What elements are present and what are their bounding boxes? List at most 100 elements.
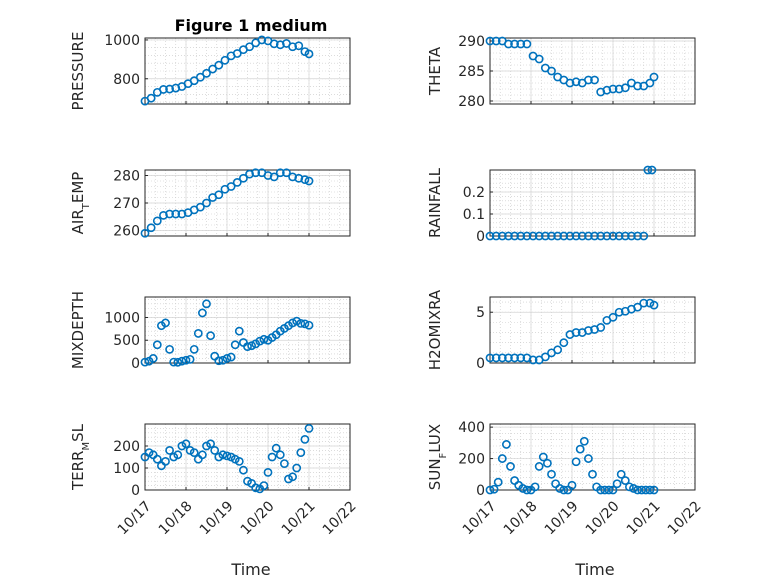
data-point [571,328,581,337]
x-tick-label: 10/22 [320,498,360,538]
axes-box [489,296,696,364]
data-point [146,223,156,233]
data-point [584,454,593,463]
y-tick-label: 290 [458,34,485,50]
data-point [208,64,218,74]
data-point [522,231,532,241]
data-point [243,342,252,352]
data-point [639,298,649,308]
data-point [230,340,240,350]
x-tick-label: 10/18 [501,498,541,538]
data-point [226,352,236,362]
data-point [528,231,538,241]
data-point [602,85,612,95]
data-point [510,231,519,241]
data-point [565,231,575,241]
data-point [263,171,273,180]
data-point [645,78,655,88]
data-point [596,485,606,495]
data-point [202,68,211,78]
data-point [171,209,181,219]
data-point [596,323,606,332]
x-tick-label: 10/17 [460,498,500,538]
data-point [555,484,565,493]
data-point [559,338,569,348]
x-tick-label: 10/21 [624,498,664,538]
data-point [579,436,589,446]
data-point [275,450,285,460]
y-tick-label: 260 [113,224,140,240]
data-point [238,465,248,475]
x-axis-label-left: Time [230,560,270,579]
data-point [584,326,593,335]
subplot-8: 0 200 400 10/17 10/18 10/19 10/20 10/21 10/22 SUN… [426,420,705,538]
data-point [633,485,642,495]
data-point [251,483,261,493]
data-point [195,72,205,82]
x-axis-label-right: Time [574,560,614,579]
data-point [161,456,170,466]
data-point [620,476,630,485]
data-point [588,469,597,479]
data-point [296,318,306,328]
data-point [649,72,659,82]
data-point [300,434,310,444]
data-point [620,83,630,93]
data-point [553,345,563,355]
y-axis-label: MIXDEPTH [69,291,87,369]
data-point [177,356,187,366]
data-point [534,462,544,471]
data-point [516,353,526,363]
data-point [245,42,254,52]
data-point [165,344,174,354]
data-point [491,231,501,241]
subplot-4: 0 0.1 0.2 RAINFALL [426,165,696,245]
data-point [627,231,636,241]
x-tick-label: 10/20 [238,498,278,538]
data-point [226,182,236,191]
data-point [234,326,244,336]
data-point [633,231,642,241]
y-tick-label: 0.1 [463,207,485,223]
data-point [263,467,273,477]
data-point [608,231,618,241]
y-tick-label: 800 [113,72,140,88]
data-point [296,448,306,457]
subplot-7: 0 100 200 10/17 10/18 10/19 10/20 10/21 10/22 TER… [69,423,360,538]
data-point [649,485,659,495]
data-point [222,451,232,461]
data-point [647,165,657,175]
axes-box [144,423,351,491]
data-point [159,210,168,220]
y-tick-label: 280 [113,169,140,185]
data-point [571,457,581,467]
data-point [245,169,254,179]
data-point [189,344,199,354]
data-point [596,231,606,241]
data-point [497,353,507,363]
data-point [590,231,599,241]
data-point [506,462,515,471]
data-point [497,454,507,463]
data-point [641,485,651,495]
data-point [608,485,618,495]
data-point [234,456,244,466]
data-point [148,354,158,363]
data-point [189,448,199,457]
subplot-6: 0 5 H2OMIXRA [426,289,696,372]
y-axis-label: THETA [426,46,444,96]
axes-box [144,296,351,364]
y-tick-label: 0 [476,483,485,499]
data-point [206,331,215,341]
data-point [288,318,297,328]
data-point [571,77,581,87]
data-point [288,172,297,182]
data-point [565,78,575,88]
data-point [625,482,634,492]
data-point [639,231,649,241]
y-tick-label: 0.2 [463,185,485,201]
data-point [206,439,215,449]
y-tick-label: 500 [113,333,140,349]
axes-box [144,37,351,105]
